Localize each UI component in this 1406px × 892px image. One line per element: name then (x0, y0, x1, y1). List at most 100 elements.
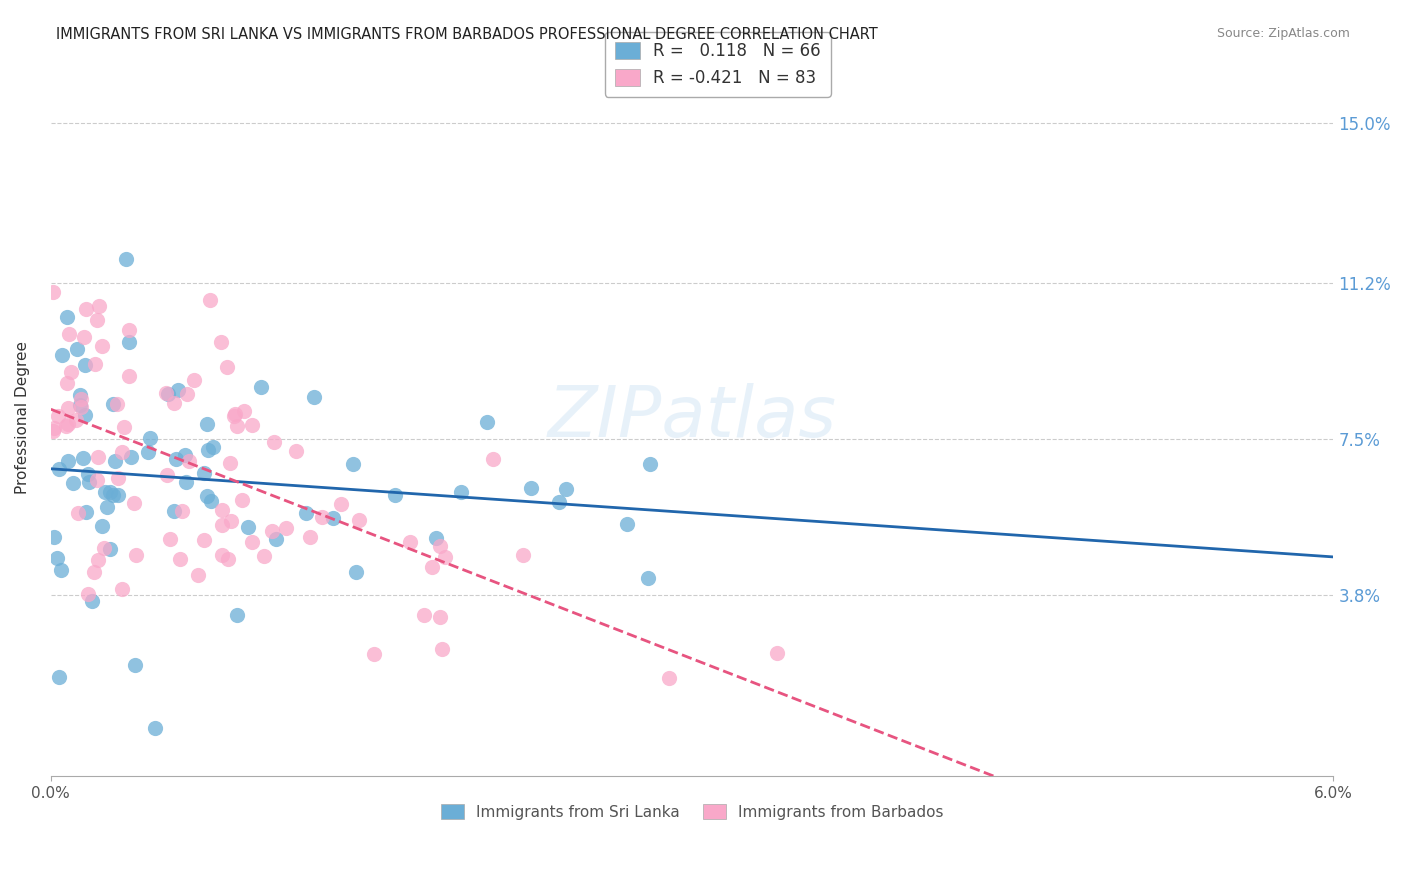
Point (226, 419, 249, 434)
Point (475, 415, 498, 429)
Point (195, 417, 218, 432)
Point (240, 534, 263, 549)
Point (86, 312, 108, 326)
Point (87, 450, 110, 464)
Point (193, 466, 215, 480)
Point (262, 524, 284, 539)
Point (159, 532, 181, 546)
Point (75, 358, 97, 372)
Point (548, 495, 571, 509)
Point (72, 450, 94, 465)
Point (163, 504, 186, 518)
Point (240, 417, 263, 432)
Point (195, 489, 218, 503)
Point (169, 552, 191, 566)
Point (264, 532, 287, 546)
Text: IMMIGRANTS FROM SRI LANKA VS IMMIGRANTS FROM BARBADOS PROFESSIONAL DEGREE CORREL: IMMIGRANTS FROM SRI LANKA VS IMMIGRANTS … (56, 27, 877, 42)
Point (398, 535, 420, 549)
Point (253, 549, 276, 563)
Point (363, 647, 385, 661)
Point (65, 342, 87, 356)
Point (224, 407, 246, 421)
Point (62, 475, 84, 490)
Point (44, 530, 66, 544)
Point (69, 398, 91, 412)
Point (425, 531, 447, 545)
Point (91, 518, 114, 533)
Point (225, 607, 247, 622)
Point (637, 571, 659, 585)
Point (344, 566, 367, 580)
Point (42, 285, 65, 300)
Point (65, 413, 87, 427)
Point (215, 360, 238, 375)
Point (209, 335, 232, 350)
Point (105, 397, 128, 411)
Point (211, 518, 233, 533)
Point (174, 475, 197, 490)
Point (51, 348, 73, 362)
Point (173, 448, 195, 462)
Point (295, 506, 318, 520)
Point (118, 335, 141, 350)
Point (162, 396, 184, 410)
Point (120, 450, 142, 464)
Point (86, 473, 108, 487)
Point (200, 293, 222, 307)
Point (519, 481, 541, 495)
Point (75, 409, 97, 423)
Point (75, 505, 97, 519)
Point (58, 454, 80, 468)
Point (124, 657, 146, 672)
Point (93, 541, 115, 556)
Point (56, 376, 79, 390)
Point (124, 496, 146, 510)
Point (616, 516, 638, 531)
Point (179, 454, 201, 468)
Point (60, 365, 83, 379)
Point (75, 301, 97, 316)
Point (77, 475, 100, 490)
Point (200, 494, 222, 508)
Point (69, 400, 91, 414)
Point (143, 721, 166, 735)
Point (56, 401, 79, 415)
Point (139, 431, 162, 445)
Point (330, 497, 353, 511)
Point (187, 568, 209, 582)
Point (638, 457, 661, 471)
Point (42, 421, 65, 435)
Y-axis label: Professional Degree: Professional Degree (15, 342, 30, 494)
Point (48, 670, 70, 684)
Point (298, 530, 321, 544)
Point (83, 565, 105, 579)
Point (136, 445, 159, 459)
Point (55, 310, 77, 325)
Point (156, 387, 179, 401)
Point (111, 444, 134, 458)
Point (98, 541, 121, 556)
Point (554, 482, 576, 496)
Point (94, 484, 117, 499)
Point (80, 594, 103, 608)
Point (658, 671, 681, 685)
Point (112, 420, 135, 434)
Point (219, 456, 242, 470)
Point (107, 488, 129, 502)
Point (434, 549, 457, 564)
Point (285, 444, 308, 458)
Point (450, 484, 472, 499)
Point (170, 504, 193, 518)
Point (211, 548, 233, 562)
Point (349, 513, 371, 527)
Point (231, 492, 253, 507)
Point (250, 379, 273, 393)
Point (311, 509, 333, 524)
Point (430, 642, 453, 657)
Point (77, 467, 100, 482)
Point (274, 521, 297, 535)
Point (49, 563, 72, 577)
Point (77, 587, 100, 601)
Point (46, 409, 69, 423)
Point (101, 396, 124, 410)
